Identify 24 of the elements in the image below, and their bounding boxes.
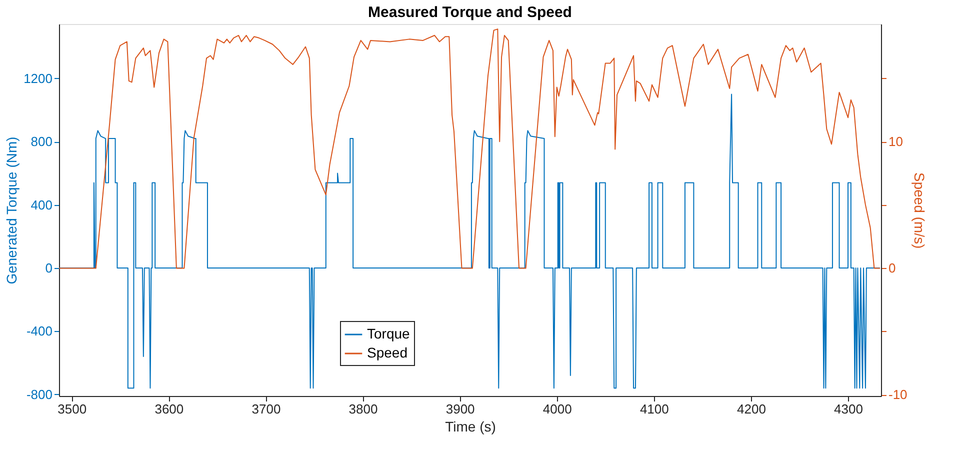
y-tick-label: 800 [30,134,52,150]
y-tick-label: 0 [45,260,52,276]
y-tick-label: -400 [26,324,52,339]
x-axis-title: Time (s) [445,418,496,434]
y-axis-title: Generated Torque (Nm) [4,136,20,284]
y-tick-label: 400 [30,197,52,212]
x-tick-label: 4300 [834,402,863,416]
y2-tick-label: 10 [888,134,903,150]
x-tick-label: 3900 [446,402,475,416]
legend-label: Speed [367,344,408,360]
x-tick-label: 4000 [542,402,572,416]
y2-tick-label: -10 [888,387,908,402]
y-tick-label: -800 [26,386,52,402]
y2-axis-title: Speed (m/s) [911,172,928,249]
x-tick-label: 3700 [252,402,281,416]
x-tick-label: 3600 [154,402,184,416]
x-tick-label: 4200 [736,402,766,416]
y2-tick-label: 0 [888,260,896,276]
y-tick-label: 1200 [24,70,52,86]
legend-label: Torque [367,326,410,342]
x-tick-label: 4100 [640,402,669,416]
chart-title: Measured Torque and Speed [368,4,572,21]
x-tick-label: 3800 [348,402,378,416]
x-tick-label: 3500 [58,402,87,416]
